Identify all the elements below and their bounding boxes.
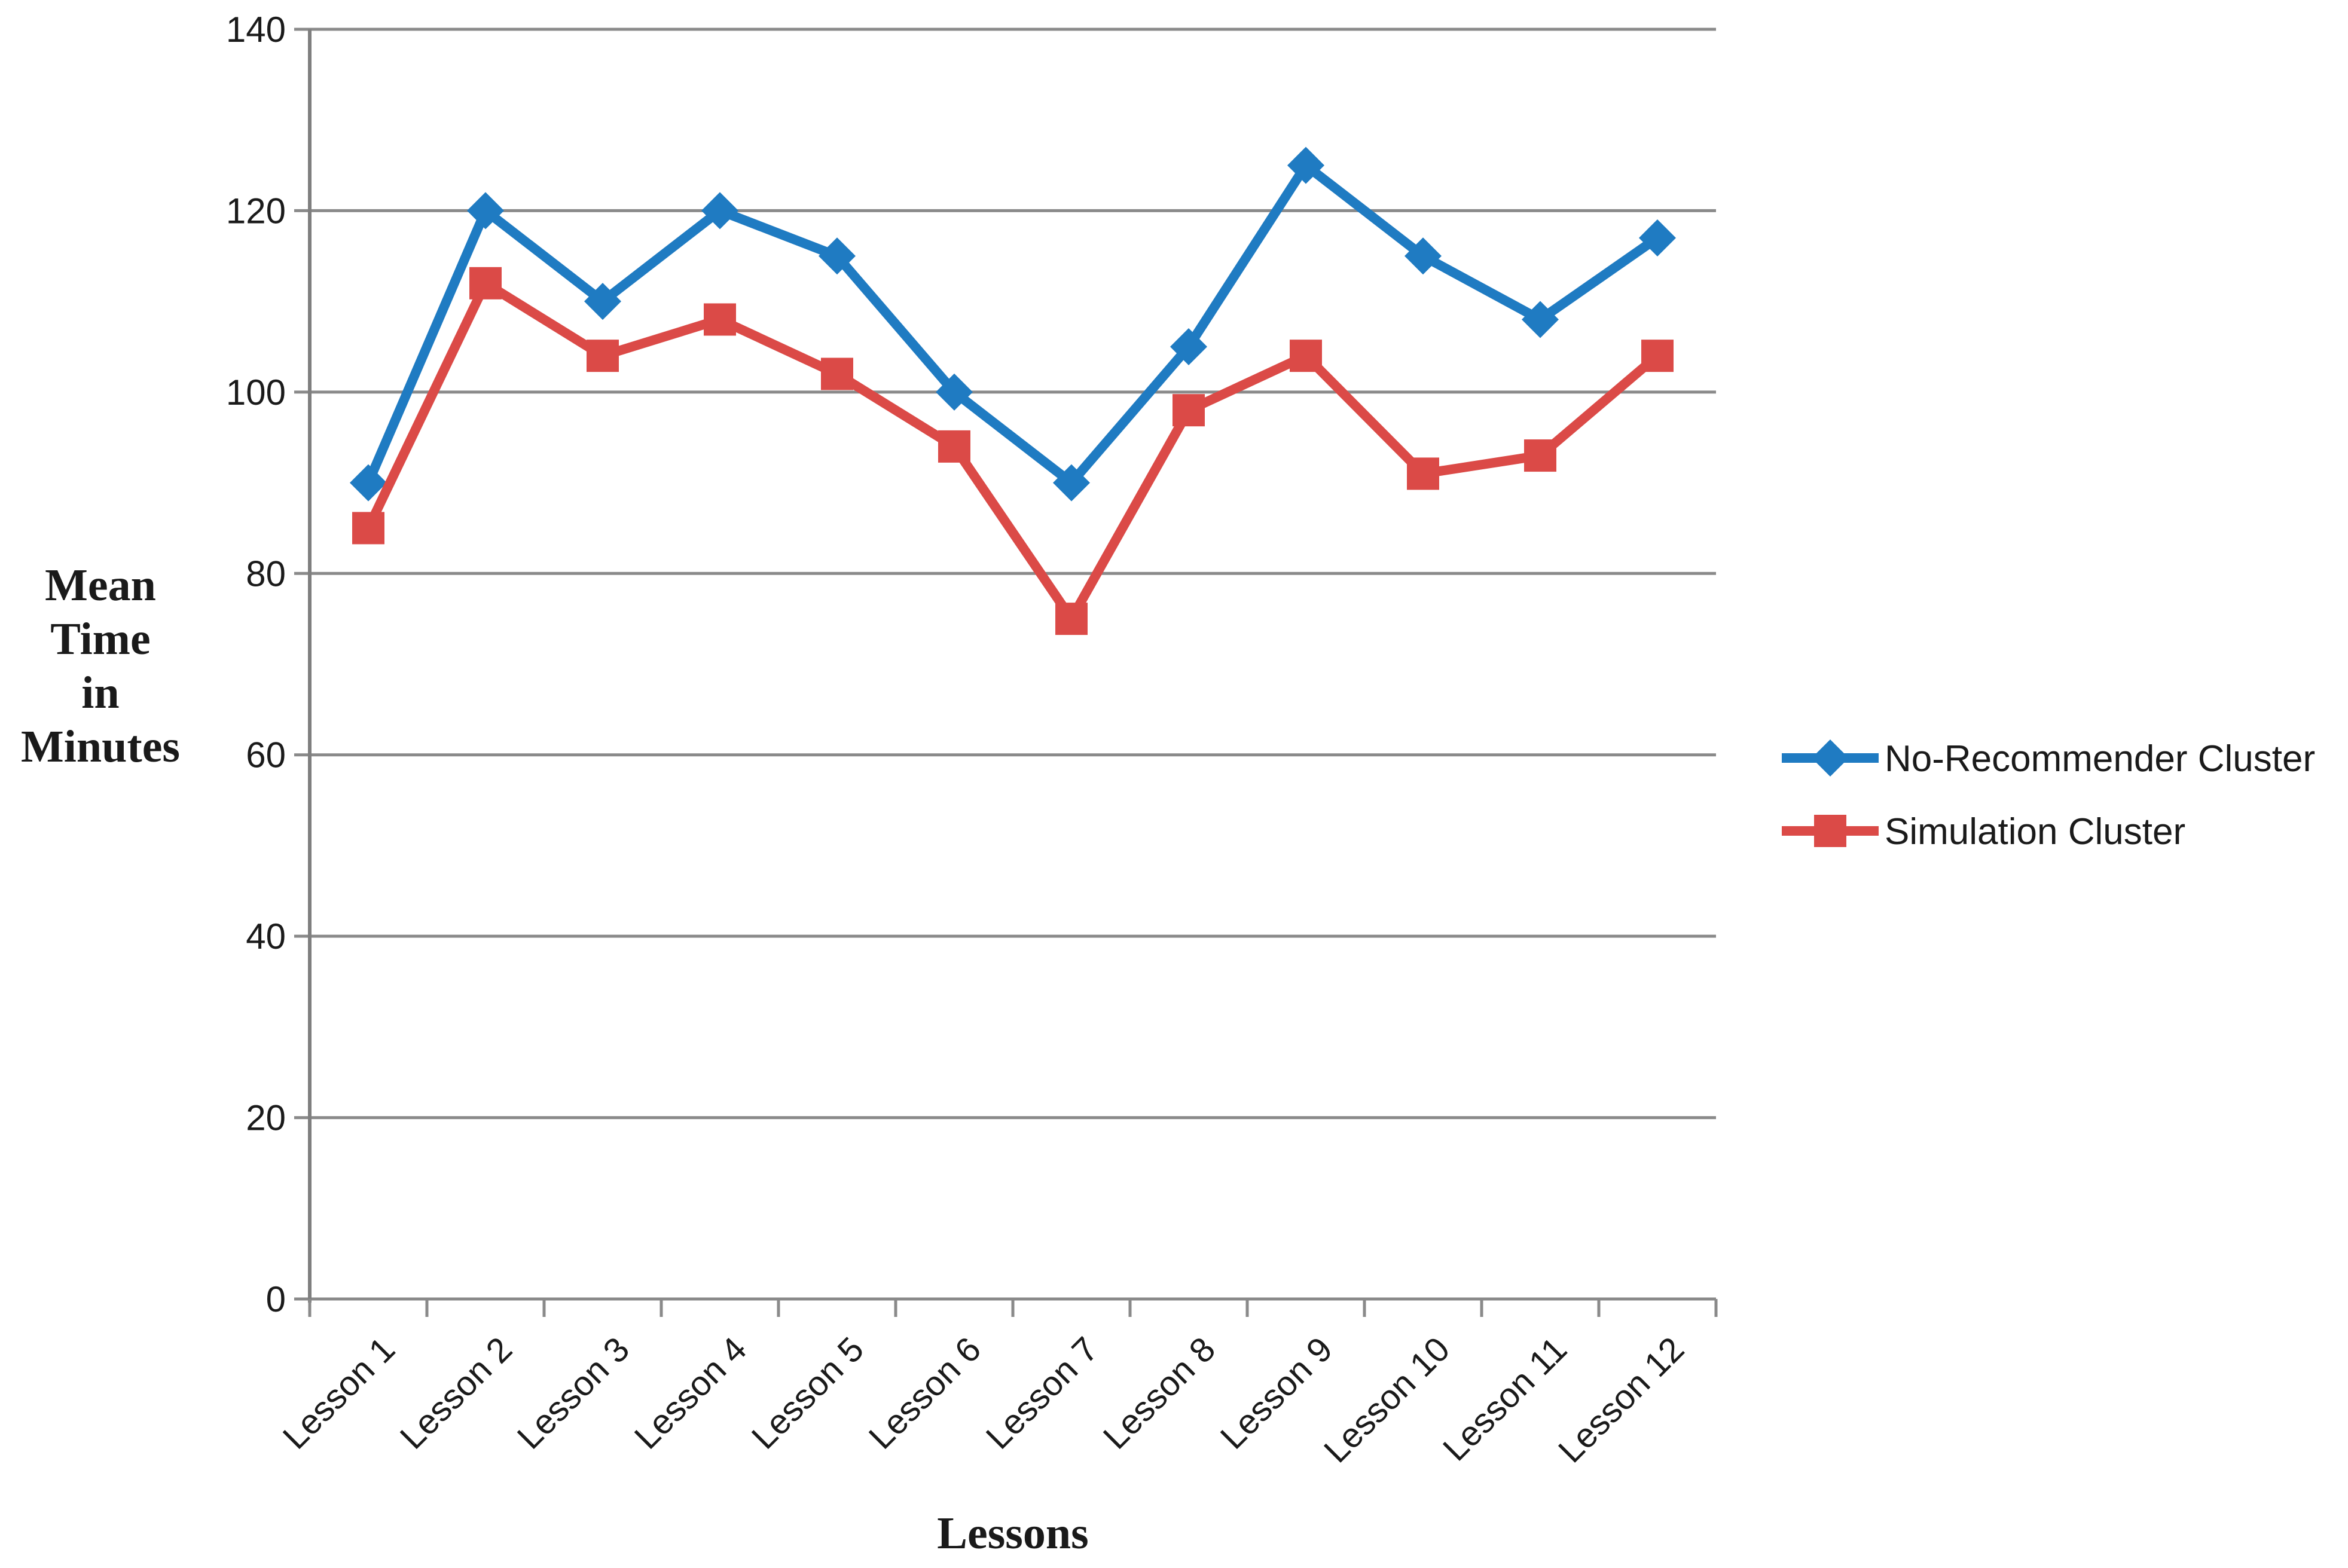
y-axis-title-line-4: Minutes [21, 722, 180, 772]
y-tick-label-80: 80 [246, 554, 286, 594]
y-axis-title: Mean Time in Minutes [21, 560, 180, 772]
data-point-no-recommender-cluster-lesson-6 [936, 373, 973, 411]
y-axis-title-line-3: in [81, 668, 119, 718]
x-tick-label-lesson-7: Lesson 7 [979, 1329, 1106, 1456]
legend: No-Recommender Cluster Simulation Cluste… [1782, 738, 2315, 852]
y-tick-label-140: 140 [226, 10, 286, 50]
series-no-recommender-cluster [350, 146, 1676, 502]
data-point-simulation-cluster-lesson-5 [821, 357, 853, 390]
x-tick-label-lesson-11: Lesson 11 [1436, 1329, 1574, 1468]
x-tick-label-lesson-1: Lesson 1 [276, 1329, 402, 1456]
data-point-no-recommender-cluster-lesson-1 [350, 464, 387, 502]
x-tick-label-lesson-10: Lesson 10 [1317, 1329, 1457, 1470]
legend-label-no-recommender: No-Recommender Cluster [1885, 738, 2315, 780]
legend-item-simulation-cluster: Simulation Cluster [1782, 811, 2185, 852]
y-axis-title-line-1: Mean [45, 560, 156, 610]
data-point-no-recommender-cluster-lesson-11 [1522, 301, 1559, 338]
data-point-simulation-cluster-lesson-2 [469, 267, 502, 299]
x-tick-label-lesson-6: Lesson 6 [862, 1329, 988, 1456]
x-tick-label-lesson-4: Lesson 4 [627, 1329, 754, 1456]
x-tick-label-lesson-2: Lesson 2 [393, 1329, 520, 1456]
y-tick-label-0: 0 [266, 1279, 286, 1319]
y-axis-title-line-2: Time [50, 614, 150, 664]
data-point-no-recommender-cluster-lesson-12 [1639, 219, 1676, 256]
data-point-no-recommender-cluster-lesson-7 [1053, 464, 1090, 502]
x-axis-title: Lessons [937, 1508, 1088, 1558]
series-simulation-cluster [352, 267, 1674, 635]
x-tick-label-lesson-3: Lesson 3 [510, 1329, 637, 1456]
x-tick-label-lesson-12: Lesson 12 [1551, 1329, 1691, 1470]
data-point-no-recommender-cluster-lesson-2 [467, 192, 504, 230]
data-point-simulation-cluster-lesson-10 [1407, 457, 1439, 490]
data-point-no-recommender-cluster-lesson-9 [1287, 146, 1324, 184]
data-point-simulation-cluster-lesson-3 [587, 340, 619, 372]
data-point-simulation-cluster-lesson-7 [1055, 603, 1088, 635]
data-point-simulation-cluster-lesson-9 [1290, 340, 1322, 372]
series-line-simulation-cluster [364, 278, 1662, 624]
y-tick-label-20: 20 [246, 1098, 286, 1138]
legend-label-simulation: Simulation Cluster [1885, 811, 2185, 852]
data-point-no-recommender-cluster-lesson-8 [1170, 328, 1207, 365]
data-point-no-recommender-cluster-lesson-5 [819, 237, 856, 275]
y-tick-label-40: 40 [246, 916, 286, 956]
y-tick-label-100: 100 [226, 372, 286, 412]
data-point-simulation-cluster-lesson-8 [1173, 394, 1205, 427]
data-point-simulation-cluster-lesson-1 [352, 512, 384, 545]
data-point-simulation-cluster-lesson-4 [704, 303, 736, 336]
series-layer [350, 146, 1676, 635]
legend-square-marker-icon [1814, 815, 1846, 847]
y-tick-label-120: 120 [226, 191, 286, 231]
data-point-no-recommender-cluster-lesson-4 [701, 192, 738, 230]
axes [294, 27, 1718, 1317]
legend-diamond-marker-icon [1812, 739, 1849, 777]
data-point-simulation-cluster-lesson-12 [1641, 340, 1674, 372]
data-point-no-recommender-cluster-lesson-3 [584, 283, 621, 320]
data-point-simulation-cluster-lesson-6 [938, 430, 970, 463]
y-tick-label-60: 60 [246, 735, 286, 775]
series-line-no-recommender-cluster [364, 160, 1662, 488]
gridlines [310, 27, 1716, 1301]
data-point-no-recommender-cluster-lesson-10 [1404, 237, 1442, 275]
y-axis-tick-labels: 0 20 40 60 80 100 120 140 [226, 10, 286, 1319]
x-tick-label-lesson-5: Lesson 5 [744, 1329, 871, 1456]
legend-item-no-recommender-cluster: No-Recommender Cluster [1782, 738, 2315, 780]
x-tick-label-lesson-8: Lesson 8 [1096, 1329, 1223, 1456]
data-point-simulation-cluster-lesson-11 [1524, 439, 1556, 472]
